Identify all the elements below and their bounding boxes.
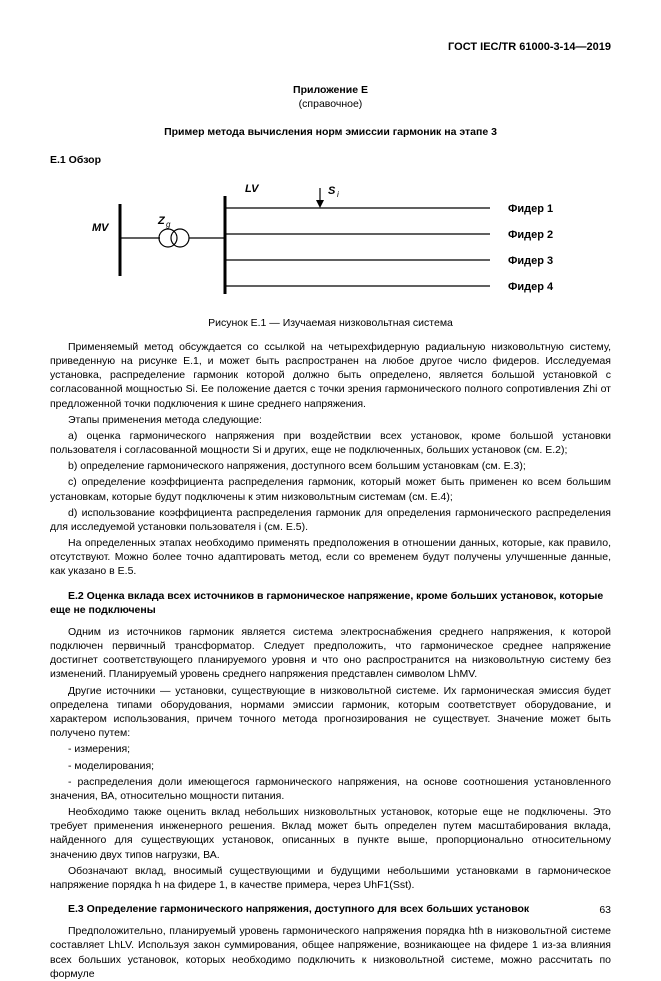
annex-title: Приложение Е — [50, 83, 611, 97]
para-5: c) определение коэффициента распределени… — [50, 475, 611, 503]
section-e1-head: Е.1 Обзор — [50, 153, 611, 167]
label-si: S — [328, 185, 336, 197]
svg-text:g: g — [166, 220, 171, 229]
document-id: ГОСТ IEC/TR 61000-3-14—2019 — [50, 40, 611, 55]
para-12: - распределения доли имеющегося гармонич… — [50, 775, 611, 803]
para-3: a) оценка гармонического напряжения при … — [50, 429, 611, 457]
section-e2-head: Е.2 Оценка вклада всех источников в гарм… — [50, 589, 611, 617]
para-9: Другие источники — установки, существующ… — [50, 684, 611, 741]
para-2: Этапы применения метода следующие: — [50, 413, 611, 427]
figure-caption: Рисунок Е.1 — Изучаемая низковольтная си… — [50, 316, 611, 330]
label-lv: LV — [245, 183, 260, 195]
annex-subtitle: (справочное) — [50, 97, 611, 111]
para-8: Одним из источников гармоник является си… — [50, 625, 611, 682]
para-1: Применяемый метод обсуждается со ссылкой… — [50, 340, 611, 411]
figure-svg: MV Z g LV S i Фидер 1 — [50, 176, 610, 306]
label-zg: Z — [157, 215, 166, 227]
page: ГОСТ IEC/TR 61000-3-14—2019 Приложение Е… — [0, 0, 661, 935]
annex-heading: Пример метода вычисления норм эмиссии га… — [50, 125, 611, 139]
figure-e1: MV Z g LV S i Фидер 1 — [50, 176, 611, 330]
para-4: b) определение гармонического напряжения… — [50, 459, 611, 473]
label-feeder4: Фидер 4 — [508, 281, 554, 293]
page-number: 63 — [599, 903, 611, 917]
label-feeder2: Фидер 2 — [508, 229, 553, 241]
svg-text:i: i — [337, 190, 339, 199]
para-10: - измерения; — [50, 742, 611, 756]
label-feeder3: Фидер 3 — [508, 255, 553, 267]
section-e3-head: Е.3 Определение гармонического напряжени… — [50, 902, 611, 916]
para-13: Необходимо также оценить вклад небольших… — [50, 805, 611, 862]
label-feeder1: Фидер 1 — [508, 203, 553, 215]
label-mv: MV — [92, 222, 110, 234]
para-6: d) использование коэффициента распределе… — [50, 506, 611, 534]
para-7: На определенных этапах необходимо примен… — [50, 536, 611, 579]
para-15: Предположительно, планируемый уровень га… — [50, 924, 611, 981]
para-11: - моделирования; — [50, 759, 611, 773]
para-14: Обозначают вклад, вносимый существующими… — [50, 864, 611, 892]
